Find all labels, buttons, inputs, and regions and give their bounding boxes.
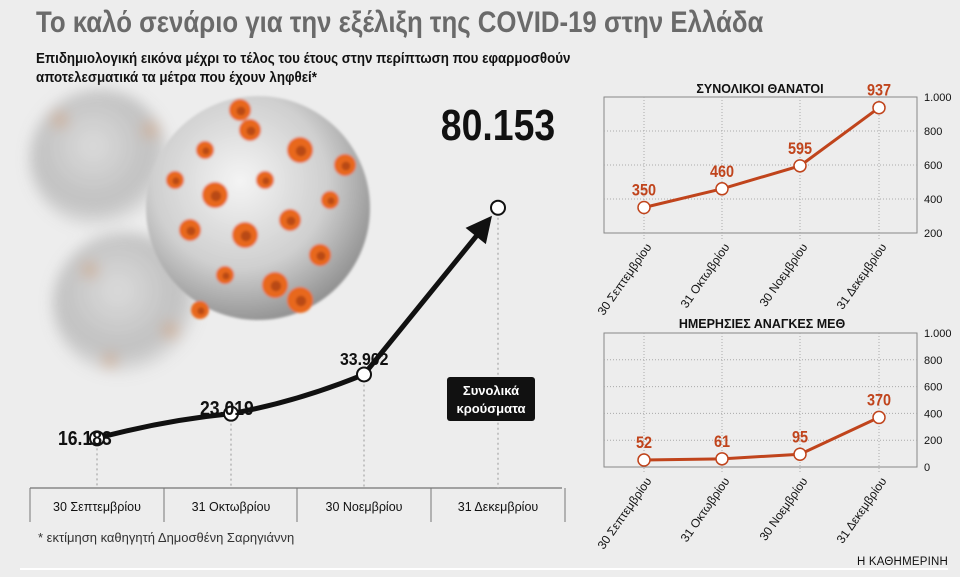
total-deaths-chart: ΣΥΝΟΛΙΚΟΙ ΘΑΝΑΤΟΙ 200 400 600 800 1.000 350 4…	[595, 82, 952, 318]
data-label: 95	[792, 428, 808, 446]
data-point	[872, 100, 886, 115]
x-tick-label: 30 Σεπτεμβρίου	[595, 241, 655, 318]
page-title: Το καλό σενάριο για την εξέλιξη της COVI…	[36, 6, 764, 39]
icu-needs-chart: ΗΜΕΡΗΣΙΕΣ ΑΝΑΓΚΕΣ ΜΕΘ 0 200 400 600 800 1.000…	[595, 317, 952, 552]
page-subtitle: Επιδημιολογική εικόνα μέχρι το τέλος του…	[36, 51, 571, 86]
y-tick-label: 400	[924, 194, 942, 206]
y-tick-label: 800	[924, 355, 942, 367]
x-tick-label: 31 Οκτωβρίου	[678, 475, 733, 545]
deaths-chart-title: ΣΥΝΟΛΙΚΟΙ ΘΑΝΑΤΟΙ	[696, 82, 823, 96]
y-tick-label: 0	[924, 462, 930, 474]
y-tick-label: 400	[924, 408, 942, 420]
data-label: 61	[714, 433, 730, 451]
data-label: 23.019	[200, 397, 254, 419]
x-tick-label: 30 Νοεμβρίου	[757, 475, 811, 544]
footer-divider	[20, 568, 948, 570]
y-tick-label: 600	[924, 160, 942, 172]
data-label: 460	[710, 163, 734, 181]
data-label: 80.153	[441, 100, 555, 150]
footnote: * εκτίμηση καθηγητή Δημοσθένη Σαρηγιάννη	[38, 530, 295, 545]
y-tick-label: 600	[924, 382, 942, 394]
coronavirus-illustration	[30, 90, 370, 377]
publisher-logo: Η ΚΑΘΗΜΕΡΙΝΗ	[857, 556, 948, 568]
data-label: 33.902	[340, 349, 388, 369]
data-point	[637, 453, 651, 467]
x-tick-label: 31 Οκτωβρίου	[678, 241, 733, 311]
data-label: 350	[632, 181, 656, 199]
data-label: 595	[788, 140, 812, 158]
y-tick-label: 800	[924, 126, 942, 138]
y-tick-label: 200	[924, 228, 942, 240]
y-tick-label: 1.000	[924, 92, 952, 104]
data-point	[89, 430, 105, 447]
x-tick-label: 30 Νοεμβρίου	[326, 500, 403, 514]
cases-legend-box: Συνολικά κρούσματα	[447, 377, 535, 421]
data-point	[490, 199, 506, 216]
data-point	[793, 159, 807, 173]
data-point	[793, 447, 807, 462]
x-tick-label: 31 Δεκεμβρίου	[834, 475, 890, 546]
x-tick-label: 31 Δεκεμβρίου	[458, 500, 539, 514]
data-point	[715, 182, 729, 196]
x-tick-label: 30 Σεπτεμβρίου	[595, 475, 655, 552]
data-label: 16.183	[58, 427, 112, 449]
data-point	[872, 410, 886, 425]
cases-legend-line-2: κρούσματα	[456, 401, 525, 416]
x-tick-label: 31 Οκτωβρίου	[192, 500, 271, 514]
x-tick-label: 30 Σεπτεμβρίου	[53, 500, 141, 514]
cases-trend-arrow	[465, 215, 492, 245]
data-point	[356, 366, 372, 383]
y-tick-label: 200	[924, 435, 942, 447]
total-cases-chart: 30 Σεπτεμβρίου 31 Οκτωβρίου 30 Νοεμβρίου 31…	[29, 100, 566, 522]
y-tick-label: 1.000	[924, 328, 952, 340]
data-label: 370	[867, 391, 891, 409]
icu-chart-title: ΗΜΕΡΗΣΙΕΣ ΑΝΑΓΚΕΣ ΜΕΘ	[679, 317, 846, 331]
x-tick-label: 30 Νοεμβρίου	[757, 241, 811, 310]
deaths-series-line	[643, 106, 880, 209]
data-point	[637, 200, 651, 215]
x-tick-label: 31 Δεκεμβρίου	[834, 241, 890, 312]
data-label: 52	[636, 434, 652, 452]
data-point	[715, 452, 729, 466]
cases-legend-line-1: Συνολικά	[463, 383, 519, 398]
data-point	[223, 405, 239, 422]
icu-plot-area	[603, 332, 918, 468]
icu-series-line	[643, 416, 880, 462]
data-label: 937	[867, 82, 891, 100]
